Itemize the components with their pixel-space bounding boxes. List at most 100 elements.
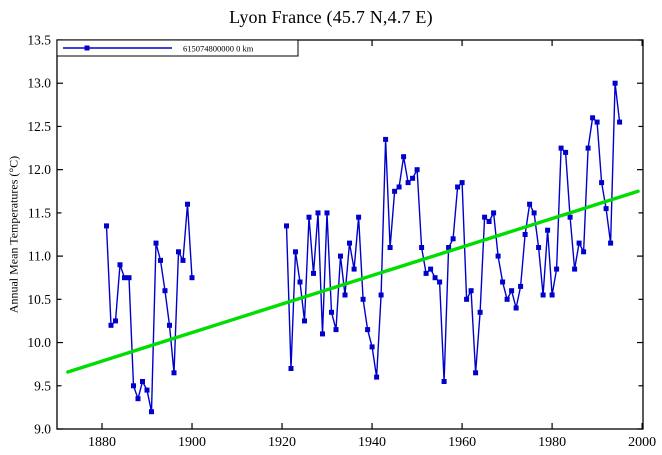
legend-box: [56, 39, 299, 57]
data-point-marker: [495, 253, 501, 259]
data-point-marker: [108, 322, 114, 328]
data-point-marker: [486, 219, 492, 224]
data-point-marker: [176, 249, 181, 255]
data-point-marker: [302, 318, 307, 324]
data-point-marker: [324, 210, 330, 216]
data-point-marker: [306, 214, 312, 220]
data-point-marker: [401, 154, 407, 160]
data-point-marker: [284, 223, 289, 229]
data-point-marker: [446, 245, 452, 250]
data-point-marker: [378, 292, 384, 298]
data-point-marker: [491, 210, 497, 216]
data-point-marker: [477, 309, 483, 315]
y-tick-label: 11.0: [28, 249, 51, 264]
chart-title: Lyon France (45.7 N,4.7 E): [229, 7, 433, 27]
data-point-marker: [585, 145, 591, 151]
temperature-line: [105, 204, 193, 412]
data-point-marker: [540, 292, 546, 298]
data-point-marker: [504, 296, 510, 302]
y-tick-label: 12.5: [27, 119, 51, 134]
data-point-marker: [527, 201, 533, 207]
x-tick-label: 1960: [448, 435, 476, 450]
data-point-marker: [554, 266, 560, 272]
data-point-marker: [450, 236, 456, 242]
data-point-marker: [513, 305, 519, 311]
y-tick-label: 10.5: [27, 292, 51, 307]
y-tick-label: 13.0: [27, 76, 51, 91]
data-point-marker: [545, 227, 551, 233]
data-point-marker: [315, 210, 321, 216]
data-point-marker: [374, 374, 380, 380]
data-point-marker: [122, 275, 127, 281]
data-point-marker: [149, 409, 154, 415]
data-point-marker: [171, 370, 177, 376]
y-tick-label: 9.0: [34, 422, 51, 437]
temperature-line: [285, 83, 621, 382]
data-point-marker: [167, 322, 172, 328]
x-tick-label: 2000: [628, 435, 656, 450]
data-point-marker: [387, 245, 393, 250]
data-point-marker: [131, 383, 136, 389]
data-point-marker: [558, 145, 564, 151]
data-point-marker: [567, 214, 573, 220]
data-point-marker: [392, 188, 398, 194]
data-point-marker: [423, 270, 429, 276]
data-point-marker: [536, 245, 542, 250]
x-tick-label: 1900: [178, 435, 206, 450]
data-point-marker: [563, 149, 569, 155]
legend-marker-sample: [84, 45, 90, 51]
data-point-marker: [135, 396, 141, 402]
data-point-marker: [410, 175, 416, 181]
data-point-marker: [347, 240, 352, 246]
data-point-marker: [473, 370, 479, 376]
data-point-marker: [365, 327, 371, 333]
data-point-marker: [599, 180, 605, 186]
legend-label: 615074800000 0 km: [183, 44, 254, 54]
data-point-marker: [104, 223, 109, 229]
data-point-marker: [342, 292, 348, 298]
x-tick-label: 1880: [88, 435, 116, 450]
data-point-marker: [522, 232, 528, 237]
data-point-marker: [140, 379, 145, 384]
data-point-marker: [144, 387, 150, 393]
data-point-marker: [153, 240, 159, 246]
y-tick-label: 11.5: [28, 205, 51, 220]
data-point-marker: [329, 309, 334, 315]
data-point-marker: [482, 214, 488, 220]
data-point-marker: [500, 279, 506, 285]
data-point-marker: [428, 266, 434, 272]
data-point-marker: [293, 249, 298, 255]
data-point-marker: [351, 266, 357, 272]
data-point-marker: [311, 270, 316, 276]
data-point-marker: [126, 275, 132, 281]
data-point-marker: [162, 288, 168, 294]
data-point-marker: [432, 275, 438, 281]
plot-frame: [56, 39, 644, 430]
data-point-marker: [338, 253, 343, 259]
data-point-marker: [608, 240, 614, 246]
data-point-marker: [576, 240, 582, 246]
data-point-marker: [617, 119, 623, 125]
y-tick-label: 13.5: [27, 33, 51, 48]
data-point-marker: [468, 288, 474, 294]
data-point-marker: [185, 201, 190, 207]
data-point-marker: [594, 119, 600, 125]
data-point-marker: [180, 257, 186, 263]
data-point-marker: [441, 379, 447, 384]
data-point-marker: [572, 266, 578, 272]
y-tick-label: 10.0: [27, 335, 51, 350]
data-point-marker: [531, 210, 537, 216]
y-tick-label: 9.5: [34, 378, 51, 393]
data-point-marker: [590, 115, 596, 121]
data-point-marker: [518, 283, 524, 289]
data-point-marker: [581, 249, 587, 255]
data-point-marker: [405, 180, 411, 186]
data-point-marker: [396, 184, 402, 190]
x-tick-label: 1980: [538, 435, 566, 450]
data-point-marker: [320, 331, 325, 337]
trend-line: [66, 189, 640, 374]
data-point-marker: [158, 257, 163, 263]
data-point-marker: [414, 167, 420, 173]
